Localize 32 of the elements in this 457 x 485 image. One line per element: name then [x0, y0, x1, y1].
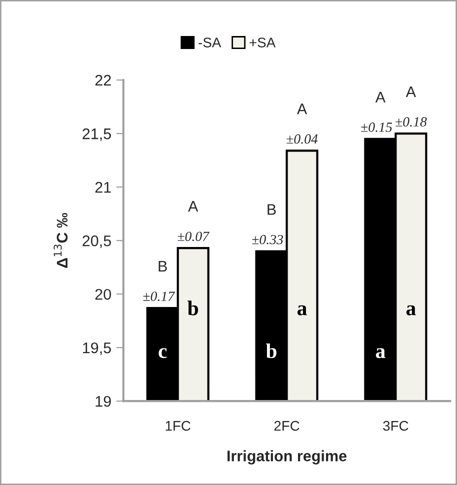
annotation: ±0.04 [286, 134, 318, 144]
annotation: a [406, 305, 416, 316]
y-tick-label: 19 [96, 396, 111, 407]
y-tick-label: 20,5 [82, 235, 111, 248]
annotation: b [188, 300, 198, 316]
y-tick-label: 22 [95, 74, 111, 86]
legend-label: +SA [250, 38, 276, 48]
y-tick-label: 20 [95, 288, 111, 300]
annotation: a [297, 305, 307, 316]
y-axis-title: Δ$^{13}$C ‰ [54, 213, 68, 268]
annotation: ±0.15 [361, 122, 392, 132]
annotation: ±0.17 [143, 292, 176, 302]
annotation: a [376, 348, 386, 358]
annotation: A [188, 201, 198, 212]
y-tick-label: 19,5 [83, 342, 111, 356]
annotation: ±0.07 [178, 232, 210, 242]
y-tick-label: 21 [95, 182, 111, 193]
x-tick-label: 1FC [166, 420, 190, 431]
annotation: b [266, 343, 276, 358]
x-tick-label: 3FC [383, 420, 408, 431]
annotation: ±0.33 [252, 234, 284, 244]
annotation: ±0.18 [396, 117, 427, 127]
annotation: A [296, 104, 308, 114]
legend-label: -SA [198, 38, 222, 48]
annotation: A [375, 92, 386, 102]
annotation: B [158, 260, 167, 272]
x-tick-label: 2FC [274, 420, 300, 431]
annotation: c [158, 348, 167, 358]
y-tick-label: 21,5 [82, 128, 111, 142]
annotation: B [268, 204, 276, 215]
x-axis-title: Irrigation regime [228, 450, 347, 464]
annotation: A [406, 86, 416, 98]
